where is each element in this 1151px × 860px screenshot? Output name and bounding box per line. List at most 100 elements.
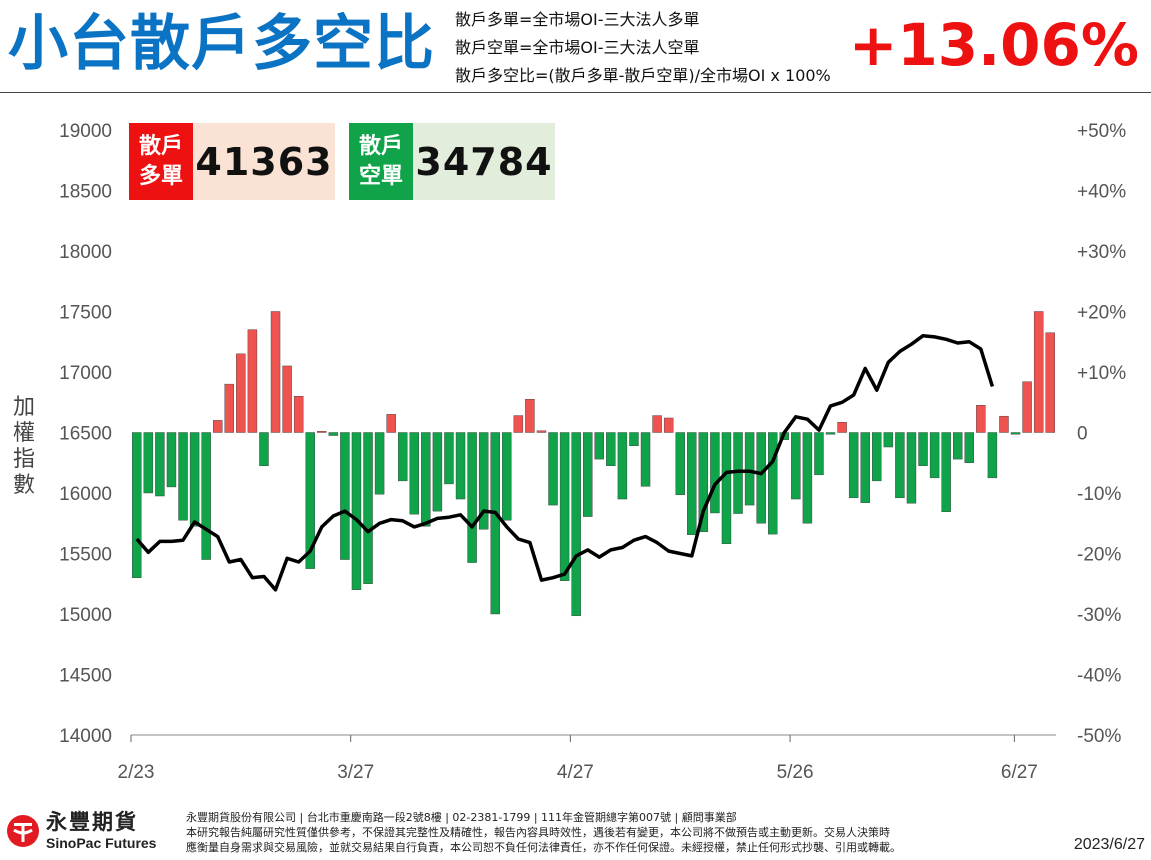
logo-chinese-name: 永豐期貨: [46, 810, 138, 834]
formula-notes: 散戶多單=全市場OI-三大法人多單 散戶空單=全市場OI-三大法人空單 散戶多空…: [455, 6, 831, 90]
ratio-bar: [768, 432, 778, 535]
left-tick-label: 16500: [59, 424, 112, 445]
ratio-bar: [351, 432, 362, 591]
ratio-bar: [247, 329, 258, 433]
ratio-bar: [432, 432, 443, 512]
left-tick-label: 18500: [59, 182, 112, 203]
company-logo: 永豐期貨 SinoPac Futures: [6, 810, 156, 852]
ratio-bar: [872, 432, 882, 482]
right-tick-label: -40%: [1077, 666, 1121, 687]
retail-short-value: 34784: [413, 123, 555, 200]
retail-long-value: 41363: [193, 123, 335, 200]
ratio-bar: [455, 432, 466, 500]
ratio-bar: [525, 399, 535, 433]
formula-ratio: 散戶多空比=(散戶多單-散戶空單)/全市場OI x 100%: [455, 66, 831, 85]
formula-long: 散戶多單=全市場OI-三大法人多單: [455, 10, 700, 29]
ratio-bar: [155, 432, 165, 497]
ratio-bar: [293, 396, 304, 433]
ratio-bar: [640, 432, 651, 487]
ratio-bar: [132, 432, 142, 578]
ratio-bar: [270, 311, 281, 433]
ratio-bar: [513, 415, 524, 433]
ratio-bar: [571, 432, 581, 617]
ratio-bar: [929, 432, 940, 479]
ratio-bar: [964, 432, 974, 463]
ratio-bar: [976, 405, 986, 433]
ratio-bar: [606, 432, 616, 466]
ratio-bar: [548, 432, 558, 506]
retail-short-label-line1: 散戶: [358, 133, 403, 159]
ratio-bar: [756, 432, 766, 524]
index-line: [135, 333, 995, 592]
ratio-bar: [363, 432, 373, 584]
page-title: 小台散戶多空比: [8, 9, 435, 79]
ratio-bar: [421, 432, 431, 527]
ratio-bar: [259, 432, 269, 466]
ratio-bar: [502, 432, 512, 521]
left-tick-label: 15000: [59, 605, 112, 626]
ratio-bar: [236, 353, 246, 433]
ratio-bar: [328, 432, 339, 436]
ratio-bar: [663, 417, 674, 433]
ratio-bar: [837, 422, 847, 433]
right-tick-label: -30%: [1077, 605, 1121, 626]
left-tick-label: 16000: [59, 484, 112, 505]
ratio-bar: [409, 432, 419, 515]
ratio-bar: [317, 431, 327, 433]
right-tick-label: +10%: [1077, 363, 1126, 384]
ratio-bar: [687, 432, 697, 535]
ratio-bar: [1022, 381, 1032, 433]
retail-long-box: 散戶 多單 41363: [129, 123, 335, 200]
x-tick-label: 2/23: [118, 762, 155, 783]
ratio-bar: [802, 432, 813, 524]
ratio-bar: [536, 430, 547, 433]
left-tick-label: 17500: [59, 303, 112, 324]
ratio-bar: [583, 432, 593, 517]
ratio-bar: [953, 432, 963, 460]
ratio-bar: [848, 432, 859, 499]
ratio-bar: [1010, 432, 1021, 435]
ratio-bar: [895, 432, 905, 499]
ratio-bar: [918, 432, 928, 466]
right-tick-label: -50%: [1077, 726, 1121, 747]
ratio-bar: [594, 432, 604, 460]
left-tick-label: 15500: [59, 545, 112, 566]
ratio-bar: [675, 432, 685, 496]
disclaimer-line: 應衡量自身需求與交易風險，並就交易結果自行負責，本公司恕不負任何法律責任，亦不作…: [186, 841, 901, 854]
ratio-bar: [224, 383, 234, 433]
ratio-bar: [444, 432, 454, 485]
ratio-bar: [143, 432, 154, 494]
left-tick-label: 18000: [59, 242, 112, 263]
ratio-bar: [629, 432, 639, 447]
left-tick-label: 19000: [59, 121, 112, 142]
right-tick-label: -10%: [1077, 484, 1121, 505]
ratio-bar: [617, 432, 628, 500]
report-date: 2023/6/27: [1073, 836, 1145, 853]
ratio-bar: [559, 432, 570, 581]
ratio-bar: [941, 432, 951, 512]
disclaimer: 永豐期貨股份有限公司 | 台北市重慶南路一段2號8樓 | 02-2381-179…: [186, 810, 901, 855]
ratio-bar: [791, 432, 801, 500]
ratio-bar: [698, 432, 709, 532]
x-tick-label: 6/27: [1001, 762, 1038, 783]
logo-english-name: SinoPac Futures: [46, 835, 157, 851]
retail-long-label-line2: 多單: [138, 163, 183, 189]
ratio-bar: [1045, 332, 1055, 433]
left-tick-label: 14500: [59, 666, 112, 687]
right-tick-label: +50%: [1077, 121, 1126, 142]
ratio-bar: [825, 432, 836, 435]
ratio-bar: [883, 432, 894, 448]
disclaimer-line: 本研究報告純屬研究性質僅供參考，不保證其完整性及精確性，報告內容具時效性，遇後若…: [186, 826, 890, 839]
ratio-bar: [213, 420, 223, 433]
ratio-bar: [710, 432, 720, 514]
retail-short-label: 散戶 空單: [349, 123, 413, 200]
ratio-bar: [398, 432, 408, 482]
ratio-bar: [906, 432, 917, 504]
index-line-path: [135, 333, 995, 592]
formula-short: 散戶空單=全市場OI-三大法人空單: [455, 38, 700, 57]
right-tick-label: -20%: [1077, 545, 1121, 566]
chart-axes: 14000 14500 15000 15500 16000 16500 17000 17500…: [59, 121, 1126, 783]
right-tick-label: +40%: [1077, 182, 1126, 203]
right-tick-label: +20%: [1077, 303, 1126, 324]
ratio-bar: [652, 415, 662, 433]
